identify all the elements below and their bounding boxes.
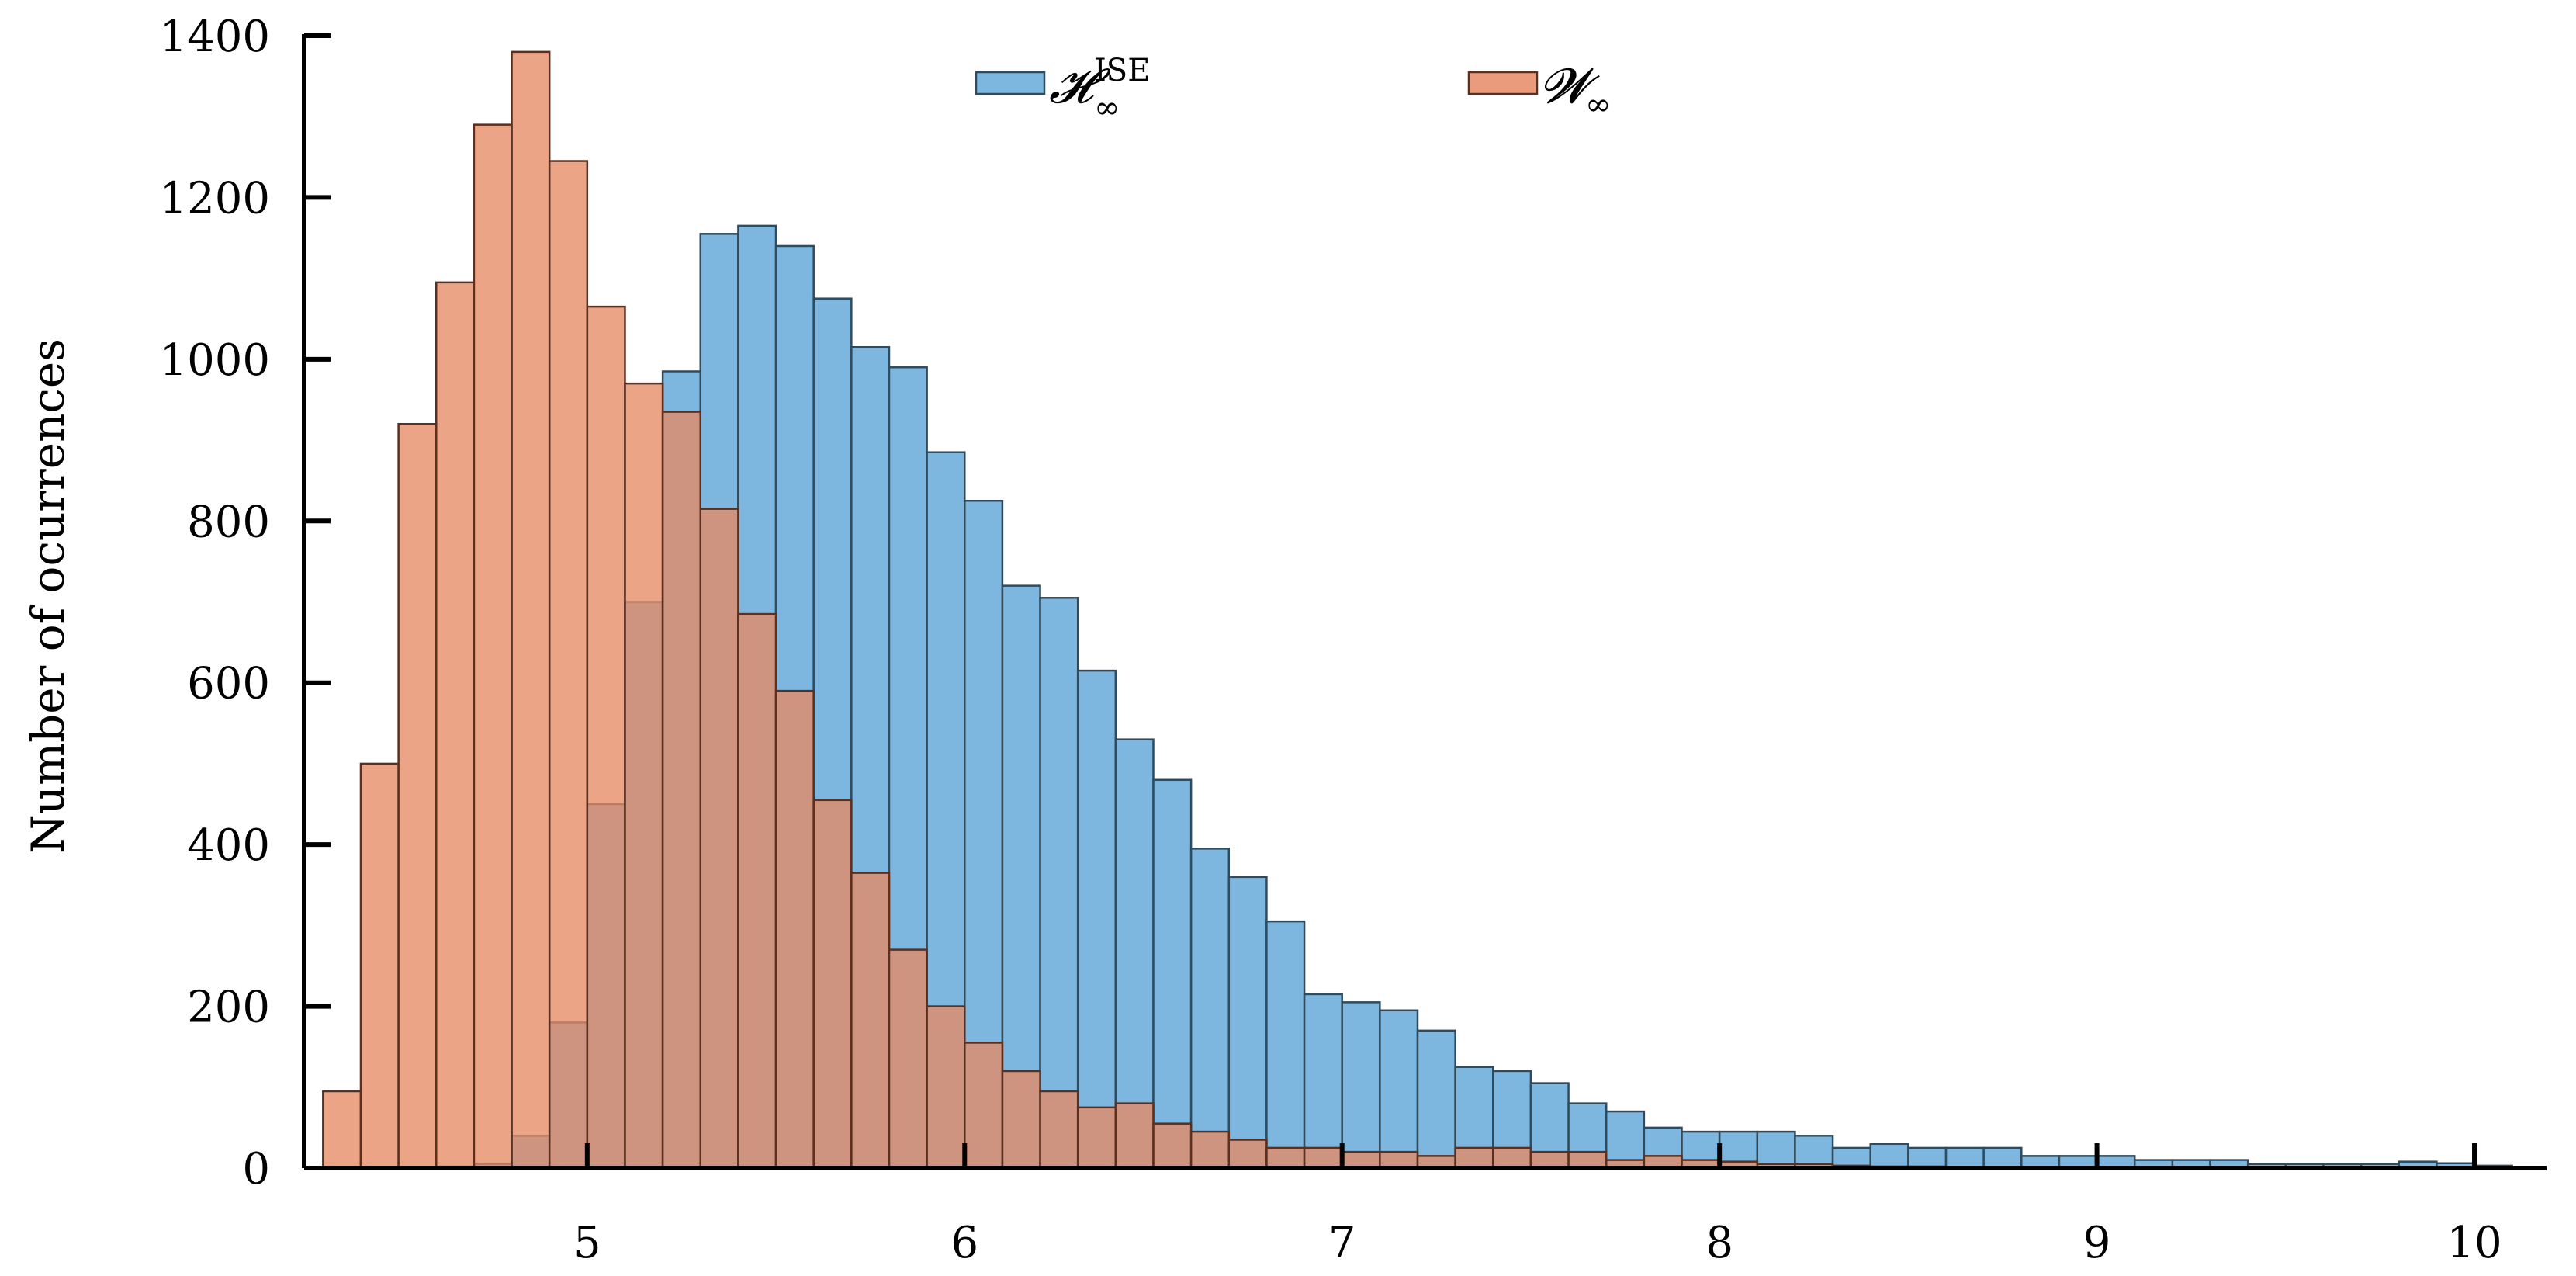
histogram-bar — [1379, 1150, 1419, 1170]
y-tick-label: 1200 — [159, 173, 270, 224]
axes-layer: 0 200 400 600 800 1000 1200 1400 5 6 7 8 9 10 — [159, 12, 2547, 1268]
histogram-bar — [511, 50, 551, 1170]
histogram-bar — [1227, 876, 1268, 1170]
histogram-bar — [1869, 1143, 1909, 1170]
histogram-bar — [1039, 597, 1079, 1170]
histogram-bar — [1303, 993, 1343, 1170]
histogram-bar — [1341, 1001, 1381, 1170]
histogram-bar — [1189, 1130, 1231, 1170]
histogram-bar — [1379, 1009, 1419, 1170]
histogram-bar — [661, 411, 702, 1170]
histogram-bar — [548, 160, 589, 1170]
x-tick-label: 8 — [1705, 1218, 1733, 1268]
series-w-inf — [322, 50, 2023, 1170]
histogram-bar — [359, 762, 400, 1170]
y-tick-label: 600 — [187, 659, 270, 709]
histogram-bar — [1189, 848, 1231, 1170]
histogram-bar — [1039, 1090, 1079, 1170]
histogram-bar — [397, 422, 438, 1170]
histogram-bar — [1152, 778, 1193, 1170]
histogram-bar — [435, 281, 476, 1170]
y-axis-title: Number of ocurrences — [22, 338, 74, 854]
x-tick-label: 10 — [2446, 1218, 2502, 1268]
histogram-bar — [1227, 1139, 1268, 1170]
histogram-bar — [1756, 1130, 1796, 1170]
histogram-bar — [1265, 920, 1306, 1170]
histogram-bar — [1416, 1029, 1456, 1170]
histogram-bar — [1982, 1146, 2023, 1170]
x-tick-label: 9 — [2083, 1218, 2111, 1268]
histogram-bar — [1794, 1135, 1834, 1170]
histogram-bar — [926, 1005, 966, 1170]
histogram-bar — [774, 689, 815, 1170]
x-tick-label: 6 — [950, 1218, 978, 1268]
legend-entry: 𝓦∞ — [1467, 57, 1611, 123]
histogram-bar — [1529, 1150, 1570, 1170]
histogram-bar — [1341, 1150, 1381, 1170]
legend-entry: 𝓗 ISE∞ — [975, 53, 1150, 126]
histogram-bar — [699, 508, 739, 1170]
histogram-bar — [964, 1042, 1004, 1170]
legend-swatch — [1467, 71, 1539, 95]
y-tick-label: 800 — [187, 497, 270, 547]
legend-label-subscript: ∞ — [1094, 90, 1120, 126]
histogram-bar — [1076, 669, 1117, 1170]
y-tick-label: 1000 — [159, 335, 270, 386]
legend-label: 𝓦 — [1540, 57, 1600, 114]
histogram-bar — [1907, 1146, 1948, 1170]
histogram-bar — [1265, 1146, 1306, 1170]
histogram-bar — [1001, 1070, 1041, 1170]
histogram-bar — [1492, 1146, 1532, 1170]
histogram-bar — [812, 799, 853, 1170]
histogram-bar — [473, 123, 513, 1170]
legend: 𝓗 ISE∞ 𝓦∞ — [975, 53, 1611, 126]
histogram-bar — [1944, 1146, 1985, 1170]
legend-swatch — [975, 71, 1046, 95]
y-tick-label: 400 — [187, 820, 270, 871]
legend-label-subscript: ∞ — [1585, 87, 1611, 123]
y-tick-label: 200 — [187, 983, 270, 1033]
y-tick-label: 1400 — [159, 12, 270, 62]
histogram-bar — [322, 1090, 362, 1170]
x-tick-label: 5 — [573, 1218, 601, 1268]
histogram-bar — [586, 305, 626, 1170]
x-tick-label: 7 — [1328, 1218, 1356, 1268]
histogram-bar — [1114, 1102, 1155, 1170]
histogram-bar — [888, 948, 928, 1170]
histogram-bar — [1567, 1150, 1608, 1170]
histogram-bar — [1454, 1146, 1494, 1170]
bars-layer — [322, 50, 2513, 1170]
histogram-bar — [737, 612, 777, 1170]
histogram-bar — [1076, 1106, 1117, 1170]
histogram-bar — [850, 872, 891, 1170]
y-tick-label: 0 — [242, 1144, 270, 1195]
histogram-bar — [1152, 1122, 1193, 1170]
legend-label-superscript: ISE — [1094, 53, 1150, 88]
histogram-bar — [624, 382, 664, 1170]
histogram-bar — [1303, 1146, 1343, 1170]
